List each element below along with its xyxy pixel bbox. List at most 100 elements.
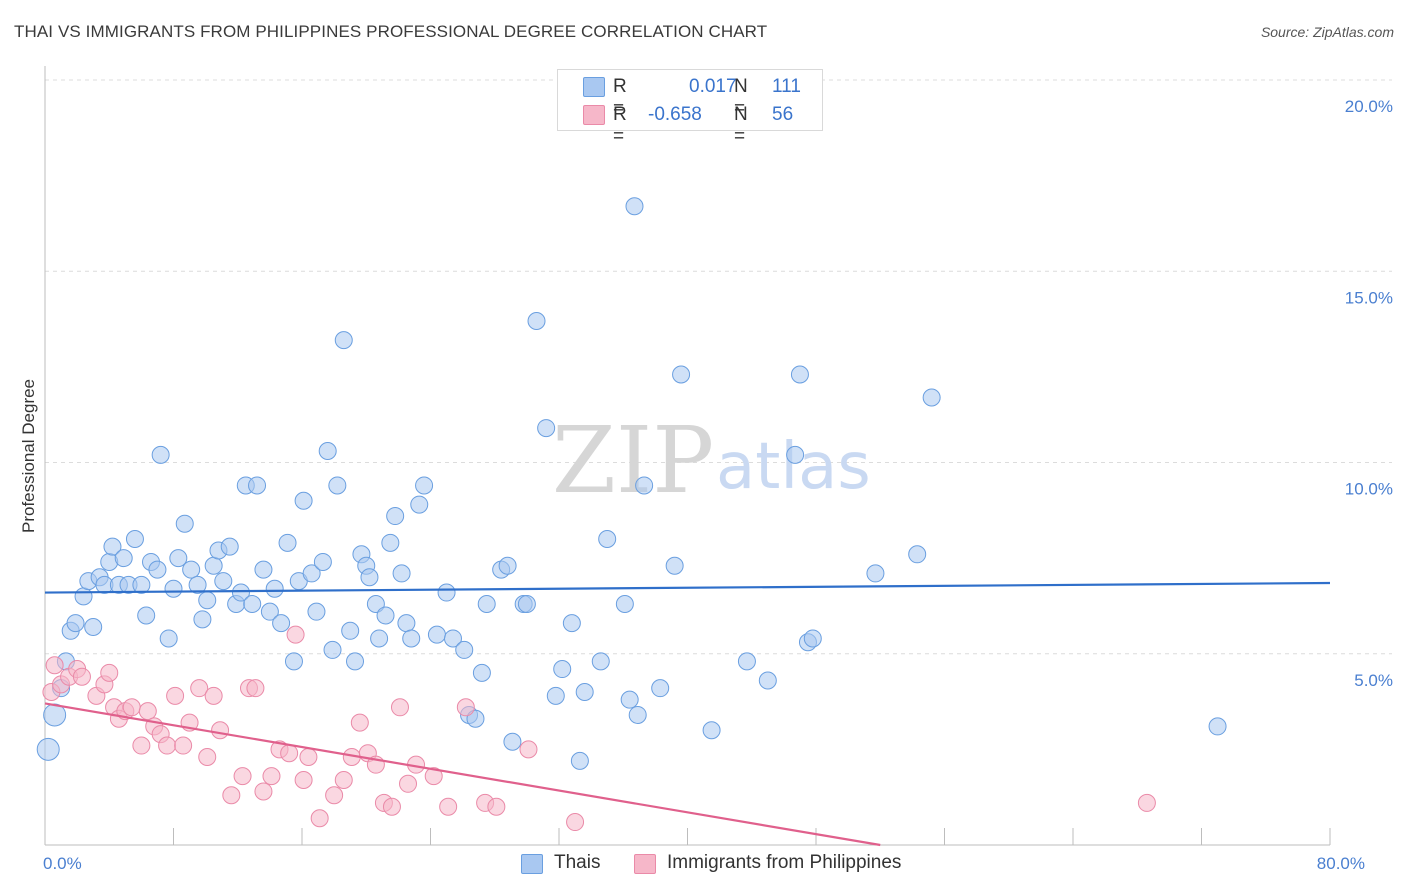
bottom-legend-label-philippines: Immigrants from Philippines xyxy=(667,852,902,873)
thais-point xyxy=(546,686,565,705)
thais-point xyxy=(151,445,170,464)
thais-point xyxy=(702,721,721,740)
thais-point xyxy=(43,703,67,727)
thais-point xyxy=(598,530,617,548)
legend-swatch-philippines xyxy=(583,105,605,125)
thais-point xyxy=(36,737,60,761)
data-points xyxy=(36,197,1227,832)
philippines-trend-line xyxy=(44,702,881,847)
philippines-point xyxy=(280,744,299,763)
thais-point xyxy=(346,652,365,671)
thais-point xyxy=(790,365,809,384)
x-tick-label: 0.0% xyxy=(43,854,82,873)
trend-lines xyxy=(44,581,1331,847)
thais-point xyxy=(231,583,250,602)
thais-point xyxy=(132,575,151,594)
legend-n-value-thais: 111 xyxy=(772,76,801,97)
philippines-point xyxy=(198,748,217,767)
thais-point xyxy=(376,606,395,625)
thais-point xyxy=(341,621,360,640)
watermark-atlas: atlas xyxy=(716,430,871,504)
philippines-point xyxy=(100,663,119,682)
thais-point xyxy=(278,533,297,552)
philippines-point xyxy=(262,767,281,786)
x-tick-label: 80.0% xyxy=(1317,854,1365,873)
thais-point xyxy=(114,549,133,568)
thais-point xyxy=(651,679,670,698)
tick-labels: 5.0% 10.0% 15.0% 20.0% 0.0% 80.0% xyxy=(43,97,1393,873)
philippines-point xyxy=(72,667,91,686)
philippines-point xyxy=(45,656,64,675)
legend-n-value-philippines: 56 xyxy=(772,104,794,125)
thais-point xyxy=(498,556,517,575)
thais-point xyxy=(472,663,491,682)
thais-point xyxy=(615,595,634,614)
thais-point xyxy=(625,197,644,216)
philippines-point xyxy=(211,721,230,740)
y-tick-label: 15.0% xyxy=(1345,288,1393,307)
thais-point xyxy=(665,556,684,575)
thais-point xyxy=(527,311,546,330)
philippines-point xyxy=(286,625,305,644)
philippines-point xyxy=(382,797,401,816)
thais-point xyxy=(294,491,313,510)
philippines-point xyxy=(222,786,241,805)
philippines-point xyxy=(122,698,141,717)
thais-point xyxy=(248,476,267,495)
philippines-point xyxy=(166,686,185,705)
thais-point xyxy=(562,614,581,633)
thais-point xyxy=(517,595,536,614)
thais-point xyxy=(575,683,594,701)
y-tick-label: 5.0% xyxy=(1354,671,1393,690)
thais-point xyxy=(204,556,223,575)
y-tick-label: 20.0% xyxy=(1345,97,1393,116)
thais-point xyxy=(477,595,496,614)
thais-point xyxy=(537,419,556,438)
chart-title: THAI VS IMMIGRANTS FROM PHILIPPINES PROF… xyxy=(14,22,768,41)
thais-point xyxy=(188,575,207,594)
grid-lines xyxy=(45,79,1392,655)
thais-point xyxy=(410,495,429,514)
thais-point xyxy=(272,614,291,633)
thais-point xyxy=(672,365,691,384)
thais-point xyxy=(148,560,167,579)
thais-point xyxy=(66,614,85,633)
thais-point xyxy=(125,530,144,548)
thais-point xyxy=(159,629,178,648)
philippines-point xyxy=(350,713,369,732)
philippines-point xyxy=(487,797,506,816)
thais-point xyxy=(334,331,353,350)
thais-point xyxy=(386,507,405,526)
philippines-point xyxy=(519,740,538,759)
thais-point xyxy=(443,629,462,648)
thais-point xyxy=(427,625,446,644)
thais-point xyxy=(402,629,421,648)
thais-point xyxy=(570,751,589,770)
thais-point xyxy=(803,629,822,648)
legend-n-label: N = xyxy=(734,104,748,147)
philippines-point xyxy=(325,786,344,805)
thais-point xyxy=(466,709,485,728)
correlation-legend: R = 0.017 N = 111 R = -0.658 N = 56 xyxy=(557,69,823,147)
thais-point xyxy=(164,579,183,598)
bottom-legend-swatch-philippines xyxy=(634,854,656,874)
thais-point xyxy=(193,610,212,629)
philippines-point xyxy=(233,767,252,786)
thais-point xyxy=(260,602,279,621)
thais-point xyxy=(243,595,262,614)
philippines-point xyxy=(399,774,418,793)
philippines-point xyxy=(158,736,177,755)
thais-point xyxy=(866,564,885,583)
legend-r-value-philippines: -0.658 xyxy=(648,104,702,125)
thais-point xyxy=(323,640,342,659)
legend-r-value-thais: 0.017 xyxy=(689,76,737,97)
philippines-point xyxy=(439,797,458,816)
thais-point xyxy=(360,568,379,587)
thais-point xyxy=(307,602,326,621)
thais-point xyxy=(74,587,93,606)
legend-swatch-thais xyxy=(583,77,605,97)
philippines-point xyxy=(246,679,265,698)
source-attribution: Source: ZipAtlas.com xyxy=(1260,24,1394,40)
thais-point xyxy=(758,671,777,690)
philippines-point xyxy=(1137,793,1156,812)
